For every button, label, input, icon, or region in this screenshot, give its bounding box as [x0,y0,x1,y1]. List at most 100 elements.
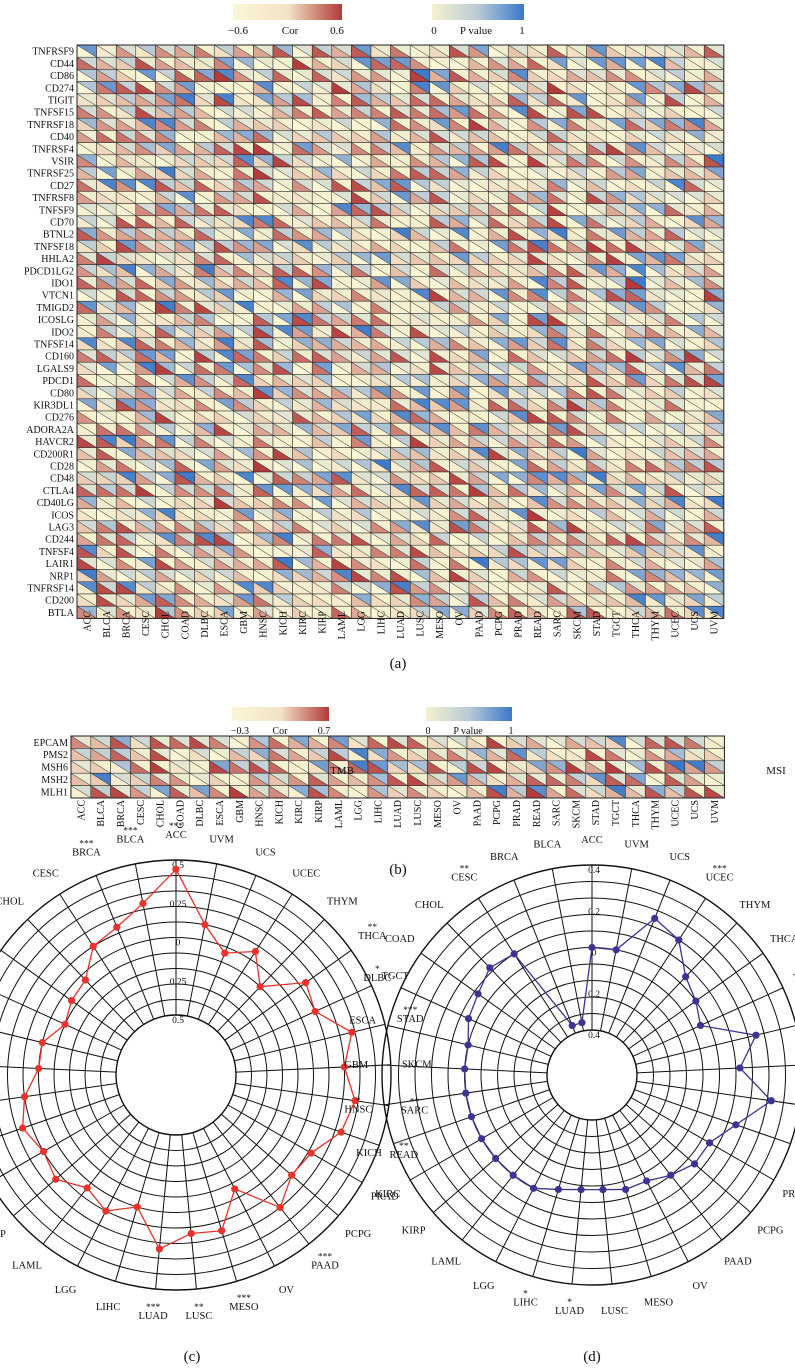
heat-cell-diagonal [625,191,646,204]
heat-cell-diagonal [488,459,509,473]
heat-cell-diagonal [292,130,313,143]
heat-cell-diagonal [351,325,372,339]
heat-cell-diagonal [96,130,117,143]
heat-cell-diagonal [174,154,195,168]
heat-cell-diagonal [292,374,313,387]
heat-cell-diagonal [527,203,548,217]
heat-cell-diagonal [96,349,117,363]
heat-cell-diagonal [410,459,430,473]
heat-cell-diagonal [664,447,685,461]
heat-cell-diagonal [312,69,332,82]
heat-cell-diagonal [351,435,372,448]
heat-cell-diagonal [116,105,136,119]
heat-cell-diagonal [214,191,234,204]
heat-cell-diagonal [331,44,352,58]
heat-cell-diagonal [233,459,254,473]
heat-cell-diagonal [684,361,705,375]
heat-cell-diagonal [606,374,626,387]
heat-cell-diagonal [508,374,528,387]
heat-cell-diagonal [625,459,646,473]
heat-cell-diagonal [410,44,430,58]
row-label: ICOSLG [38,315,74,326]
heat-cell-diagonal [410,154,430,168]
heat-cell-diagonal [468,166,489,180]
heat-cell-diagonal [233,239,254,253]
heat-cell-diagonal [370,447,391,461]
heat-cell-diagonal [194,300,215,314]
heat-cell-diagonal [704,386,724,400]
heat-cell-diagonal [527,227,548,241]
heat-cell-diagonal [253,361,274,375]
heat-cell-diagonal [233,435,254,448]
heat-cell-diagonal [135,313,156,326]
heat-cell-diagonal [704,459,724,473]
row-label: TNFRSF18 [27,120,74,131]
heat-cell-diagonal [370,178,391,192]
heat-cell-diagonal [116,69,136,82]
heat-cell-diagonal [214,227,234,241]
heat-cell-diagonal [370,252,391,265]
heat-cell-diagonal [292,142,313,156]
heat-cell-diagonal [116,191,136,204]
heat-cell-diagonal [547,105,568,119]
heat-cell-diagonal [272,81,293,95]
heat-cell-diagonal [76,191,97,204]
row-label: CD40 [50,132,74,143]
heat-cell-diagonal [272,178,293,192]
heat-cell-diagonal [292,117,313,131]
heat-cell-diagonal [253,178,274,192]
heat-cell-diagonal [508,349,528,363]
heat-cell-diagonal [645,69,666,82]
heat-cell-diagonal [233,483,254,497]
heat-cell-diagonal [233,56,254,70]
heat-cell-diagonal [76,422,97,436]
heat-cell-diagonal [174,349,195,363]
heat-cell-diagonal [390,386,411,400]
heat-cell-diagonal [253,349,274,363]
heat-cell-diagonal [292,227,313,241]
heat-cell-diagonal [233,471,254,485]
heat-cell-diagonal [527,105,548,119]
heat-cell-diagonal [606,56,626,70]
heat-cell-diagonal [704,422,724,436]
heat-cell-diagonal [351,483,372,497]
heat-cell-diagonal [664,386,685,400]
heat-cell-diagonal [645,459,666,473]
heat-cell-diagonal [625,154,646,168]
heat-cell-diagonal [312,227,332,241]
heat-cell-diagonal [116,81,136,95]
heat-cell-diagonal [704,435,724,448]
heat-cell-diagonal [547,337,568,351]
heat-cell-diagonal [233,386,254,400]
heat-cell-diagonal [684,325,705,339]
heat-cell-diagonal [370,471,391,485]
row-label: BTNL2 [43,230,74,241]
heat-cell-diagonal [704,166,724,180]
heat-cell-diagonal [547,239,568,253]
heat-cell-diagonal [331,410,352,424]
heat-cell-diagonal [488,483,509,497]
heat-cell-diagonal [508,386,528,400]
heat-cell-diagonal [645,264,666,278]
heat-cell-diagonal [312,252,332,265]
heat-cell-diagonal [586,117,607,131]
heat-cell-diagonal [508,398,528,412]
heat-cell-diagonal [586,313,607,326]
heat-cell-diagonal [233,337,254,351]
heat-cell-diagonal [135,496,156,509]
heat-cell-diagonal [586,81,607,95]
heat-cell-diagonal [331,300,352,314]
heat-cell-diagonal [116,435,136,448]
heat-cell-diagonal [214,496,234,509]
heat-cell-diagonal [96,166,117,180]
heat-cell-diagonal [135,178,156,192]
heat-cell-diagonal [547,178,568,192]
heat-cell-diagonal [410,374,430,387]
heat-cell-diagonal [155,166,176,180]
heat-cell-diagonal [76,264,97,278]
heat-cell-diagonal [704,105,724,119]
heat-cell-diagonal [625,374,646,387]
heat-cell-diagonal [351,300,372,314]
heat-cell-diagonal [351,459,372,473]
heat-cell-diagonal [312,215,332,229]
